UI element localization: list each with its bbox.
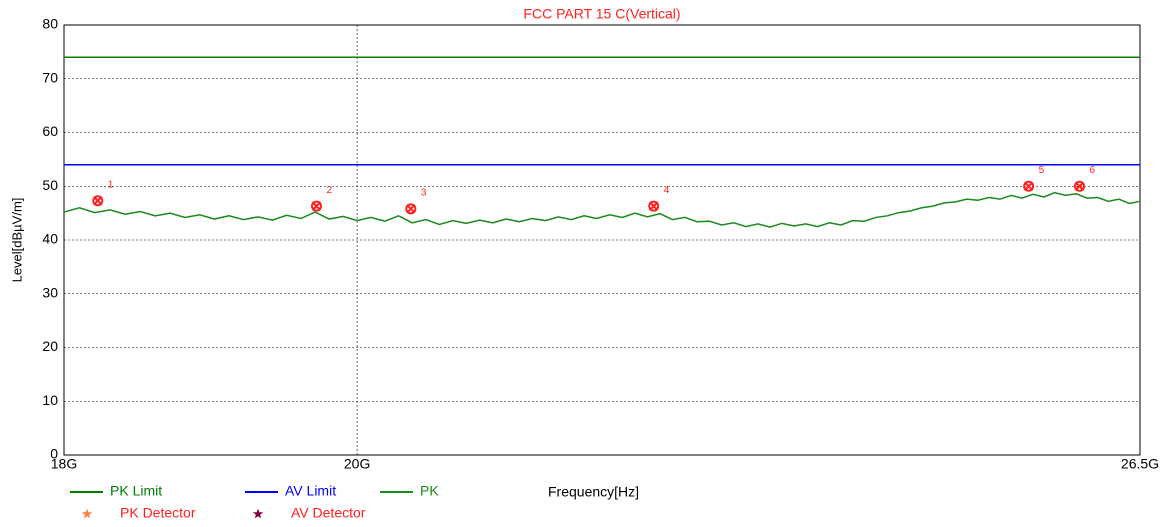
legend-label: AV Detector (291, 505, 366, 521)
marker-cross (93, 196, 103, 206)
marker-ring (405, 203, 417, 215)
y-tick-label: 50 (42, 177, 58, 193)
marker (405, 203, 417, 215)
y-tick-label: 40 (42, 231, 58, 247)
marker (310, 200, 322, 212)
x-tick-label: 20G (344, 456, 370, 472)
marker-cross (1023, 181, 1034, 191)
marker-label: 1 (108, 179, 114, 190)
x-axis-label: Frequency[Hz] (548, 484, 639, 500)
legend-label: PK Limit (110, 483, 162, 499)
marker-label: 2 (326, 185, 332, 196)
x-tick-label: 18G (51, 456, 77, 472)
marker-cross (406, 204, 416, 214)
y-tick-label: 20 (42, 338, 58, 354)
marker (648, 200, 660, 212)
marker-ring (648, 200, 660, 212)
legend-label: AV Limit (285, 483, 336, 499)
y-tick-label: 60 (42, 123, 58, 139)
y-tick-label: 0 (50, 446, 58, 462)
marker-label: 4 (664, 185, 670, 196)
legend-label: PK (420, 483, 439, 499)
chart-title: FCC PART 15 C(Vertical) (523, 6, 680, 22)
legend-swatch (81, 508, 93, 519)
marker (92, 195, 104, 207)
legend-label: PK Detector (120, 505, 196, 521)
marker (1074, 180, 1086, 192)
y-tick-label: 70 (42, 69, 58, 85)
marker-label: 3 (421, 187, 427, 198)
marker-ring (1023, 180, 1035, 192)
marker-cross (1074, 181, 1085, 191)
x-tick-label: 26.5G (1121, 456, 1159, 472)
marker (1023, 180, 1035, 192)
marker-cross (311, 201, 322, 211)
y-tick-label: 10 (42, 392, 58, 408)
marker-ring (92, 195, 104, 207)
marker-label: 5 (1039, 165, 1045, 176)
y-tick-label: 80 (42, 16, 58, 32)
marker-ring (1074, 180, 1086, 192)
series-line (63, 191, 1141, 228)
marker-label: 6 (1090, 165, 1096, 176)
marker-ring (310, 200, 322, 212)
marker-cross (648, 201, 659, 211)
y-tick-label: 30 (42, 284, 58, 300)
y-axis-label: Level[dBµV/m] (9, 198, 24, 283)
legend-swatch (252, 508, 264, 519)
